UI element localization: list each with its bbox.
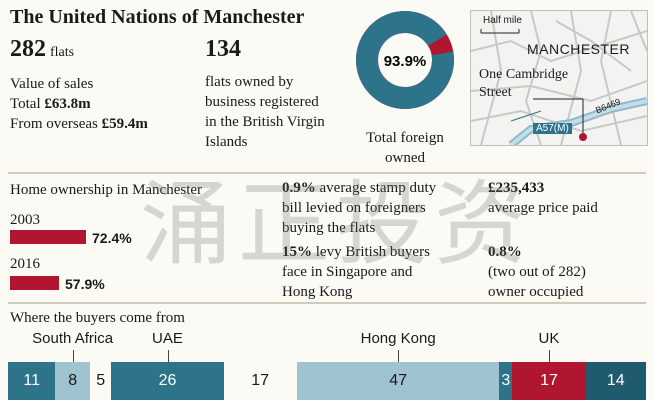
country-label: UK xyxy=(538,330,560,347)
owner-occupied-fact: 0.8% (two out of 282) owner occupied xyxy=(488,242,648,302)
stamp-duty-value: 0.9% xyxy=(282,180,316,196)
buyer-segment: 8 xyxy=(55,362,90,400)
sales-heading: Value of sales xyxy=(10,76,94,92)
page-title: The United Nations of Manchester xyxy=(10,6,305,28)
donut-ring-foreign xyxy=(356,11,454,109)
ownership-bar-2003 xyxy=(10,230,86,244)
ownership-bar-2016 xyxy=(10,276,59,290)
stamp-duty-fact: 0.9% average stamp duty bill levied on f… xyxy=(282,178,482,238)
map-place-label: One Cambridge xyxy=(479,67,569,82)
buyer-segment-value: 17 xyxy=(251,372,270,389)
stamp-duty-text-2: bill levied on foreigners xyxy=(282,200,426,216)
sales-total-value: £63.8m xyxy=(44,96,91,112)
foreign-owned-donut: 93.9% xyxy=(355,10,455,110)
buyer-segment-value: 3 xyxy=(501,372,511,389)
levy-text-2: face in Singapore and xyxy=(282,264,413,280)
flats-unit: flats xyxy=(50,45,75,60)
buyer-segment-value: 47 xyxy=(389,372,407,389)
bvi-line: business registered xyxy=(205,94,319,110)
buyer-segment-value: 8 xyxy=(68,372,78,389)
bvi-line: flats owned by xyxy=(205,74,294,90)
buyer-segment: 14 xyxy=(585,362,646,400)
year-label-2003: 2003 xyxy=(10,212,40,228)
flats-number: 282 xyxy=(10,36,46,62)
buyer-segment: 5 xyxy=(89,362,112,400)
country-label: Hong Kong xyxy=(360,330,436,347)
stamp-duty-text: average stamp duty xyxy=(315,180,437,196)
donut-svg: 93.9% xyxy=(356,11,454,109)
owner-occupied-text: (two out of 282) xyxy=(488,264,586,280)
bvi-line: Islands xyxy=(205,134,248,150)
flats-count: 282 flats xyxy=(10,36,74,63)
price-fact: £235,433 average price paid xyxy=(488,178,648,218)
bvi-count: 134 xyxy=(205,36,241,62)
levy-text-3: Hong Kong xyxy=(282,284,353,300)
sales-total: Total £63.8m xyxy=(10,94,200,114)
buyers-strip-chart: 11 8 5 26 17 47 3 17 14 xyxy=(8,362,646,400)
buyer-segment: 17 xyxy=(512,362,586,400)
bvi-line: in the British Virgin xyxy=(205,114,325,130)
country-label: UAE xyxy=(152,330,183,347)
country-tick xyxy=(398,350,400,362)
levy-value: 15% xyxy=(282,244,312,260)
owner-occupied-text-2: owner occupied xyxy=(488,284,584,300)
buyer-segment: 17 xyxy=(223,362,297,400)
ownership-value-2003: 72.4% xyxy=(92,230,132,246)
map-place-label-2: Street xyxy=(479,85,512,100)
donut-value-label: 93.9% xyxy=(384,53,427,70)
price-text: average price paid xyxy=(488,200,598,216)
donut-caption: Total foreign owned xyxy=(350,128,460,168)
buyer-segment-value: 14 xyxy=(606,372,625,389)
price-value: £235,433 xyxy=(488,180,545,196)
buyer-segment: 3 xyxy=(499,362,513,400)
owner-occupied-value: 0.8% xyxy=(488,244,522,260)
bvi-text: flats owned by business registered in th… xyxy=(205,72,365,152)
year-label-2016: 2016 xyxy=(10,256,40,272)
map-city-label: MANCHESTER xyxy=(527,41,631,57)
map-scale-label: Half mile xyxy=(483,15,522,26)
country-label: South Africa xyxy=(32,330,114,347)
location-map: Half mile MANCHESTER One Cambridge Stree… xyxy=(470,10,648,146)
sales-overseas-label: From overseas xyxy=(10,116,98,132)
country-tick xyxy=(167,350,169,362)
buyer-segment-value: 17 xyxy=(540,372,558,389)
buyer-segment-value: 5 xyxy=(96,372,106,389)
donut-caption-line: Total foreign xyxy=(366,130,444,146)
sales-block: Value of sales Total £63.8m From oversea… xyxy=(10,74,200,134)
country-labels: South Africa UAE Hong Kong UK xyxy=(8,330,646,362)
buyers-heading: Where the buyers come from xyxy=(10,310,185,326)
donut-caption-line: owned xyxy=(385,150,425,166)
levy-fact: 15% levy British buyers face in Singapor… xyxy=(282,242,482,302)
ownership-value-2016: 57.9% xyxy=(65,276,105,292)
buyer-segment: 47 xyxy=(296,362,500,400)
buyer-segment-value: 26 xyxy=(158,372,177,389)
divider-top xyxy=(8,172,646,174)
map-road-a57m: A57(M) xyxy=(533,123,572,134)
divider-bottom xyxy=(8,302,646,304)
buyer-segment: 11 xyxy=(8,362,56,400)
home-heading: Home ownership in Manchester xyxy=(10,182,203,198)
country-tick xyxy=(72,350,74,362)
sales-total-label: Total xyxy=(10,96,41,112)
stamp-duty-text-3: buying the flats xyxy=(282,220,376,236)
sales-overseas-value: £59.4m xyxy=(101,116,148,132)
levy-text: levy British buyers xyxy=(312,244,430,260)
location-marker xyxy=(579,133,587,141)
country-tick xyxy=(549,350,550,362)
sales-overseas: From overseas £59.4m xyxy=(10,114,200,134)
buyer-segment: 26 xyxy=(111,362,224,400)
buyer-segment-value: 11 xyxy=(23,372,40,389)
